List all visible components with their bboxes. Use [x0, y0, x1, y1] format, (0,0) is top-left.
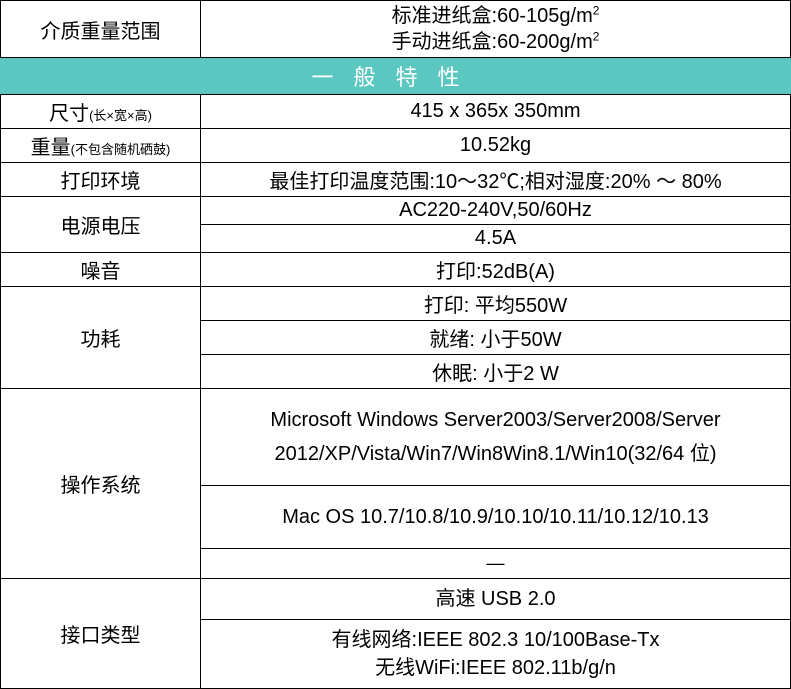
media-weight-row: 介质重量范围 标准进纸盒:60-105g/m2 手动进纸盒:60-200g/m2: [1, 1, 791, 58]
print-env-label: 打印环境: [1, 163, 201, 197]
dimensions-row: 尺寸(长×宽×高) 415 x 365x 350mm: [1, 95, 791, 129]
media-weight-line1: 标准进纸盒:60-105g/m: [392, 5, 593, 27]
noise-label: 噪音: [1, 253, 201, 287]
os-dash-value: —: [201, 549, 791, 579]
media-weight-label: 介质重量范围: [1, 1, 201, 58]
interface-wifi: 无线WiFi:IEEE 802.11b/g/n: [375, 657, 616, 679]
print-env-value: 最佳打印温度范围:10～32℃;相对湿度:20% ～ 80%: [201, 163, 791, 197]
os-row-1: 操作系统 Microsoft Windows Server2003/Server…: [1, 389, 791, 486]
consumption-value-2: 就绪: 小于50W: [201, 321, 791, 355]
consumption-row-1: 功耗 打印: 平均550W: [1, 287, 791, 321]
interface-row-1: 接口类型 高速 USB 2.0: [1, 579, 791, 620]
weight-row: 重量(不包含随机硒鼓) 10.52kg: [1, 129, 791, 163]
weight-label-sub: (不包含随机硒鼓): [71, 142, 171, 157]
media-weight-value: 标准进纸盒:60-105g/m2 手动进纸盒:60-200g/m2: [201, 1, 791, 58]
dimensions-label-main: 尺寸: [49, 103, 89, 125]
sup-2: 2: [593, 29, 600, 43]
section-header: 一般特性: [1, 58, 791, 95]
weight-value: 10.52kg: [201, 129, 791, 163]
power-value-1: AC220-240V,50/60Hz: [201, 197, 791, 225]
dimensions-label-sub: (长×宽×高): [89, 108, 152, 123]
dimensions-value: 415 x 365x 350mm: [201, 95, 791, 129]
section-header-row: 一般特性: [1, 58, 791, 95]
noise-value: 打印:52dB(A): [201, 253, 791, 287]
interface-usb-value: 高速 USB 2.0: [201, 579, 791, 620]
weight-label-main: 重量: [31, 137, 71, 159]
interface-network-value: 有线网络:IEEE 802.3 10/100Base-Tx 无线WiFi:IEE…: [201, 620, 791, 689]
os-windows-value: Microsoft Windows Server2003/Server2008/…: [201, 389, 791, 486]
print-env-row: 打印环境 最佳打印温度范围:10～32℃;相对湿度:20% ～ 80%: [1, 163, 791, 197]
interface-label: 接口类型: [1, 579, 201, 689]
dimensions-label: 尺寸(长×宽×高): [1, 95, 201, 129]
consumption-value-1: 打印: 平均550W: [201, 287, 791, 321]
weight-label: 重量(不包含随机硒鼓): [1, 129, 201, 163]
consumption-label: 功耗: [1, 287, 201, 389]
power-row-1: 电源电压 AC220-240V,50/60Hz: [1, 197, 791, 225]
power-value-2: 4.5A: [201, 225, 791, 253]
interface-wired: 有线网络:IEEE 802.3 10/100Base-Tx: [332, 629, 660, 651]
consumption-value-3: 休眠: 小于2 W: [201, 355, 791, 389]
media-weight-line2: 手动进纸盒:60-200g/m: [392, 31, 593, 53]
noise-row: 噪音 打印:52dB(A): [1, 253, 791, 287]
sup-1: 2: [593, 3, 600, 17]
power-label: 电源电压: [1, 197, 201, 253]
os-label: 操作系统: [1, 389, 201, 579]
os-mac-value: Mac OS 10.7/10.8/10.9/10.10/10.11/10.12/…: [201, 486, 791, 549]
spec-table: 介质重量范围 标准进纸盒:60-105g/m2 手动进纸盒:60-200g/m2…: [0, 0, 791, 689]
